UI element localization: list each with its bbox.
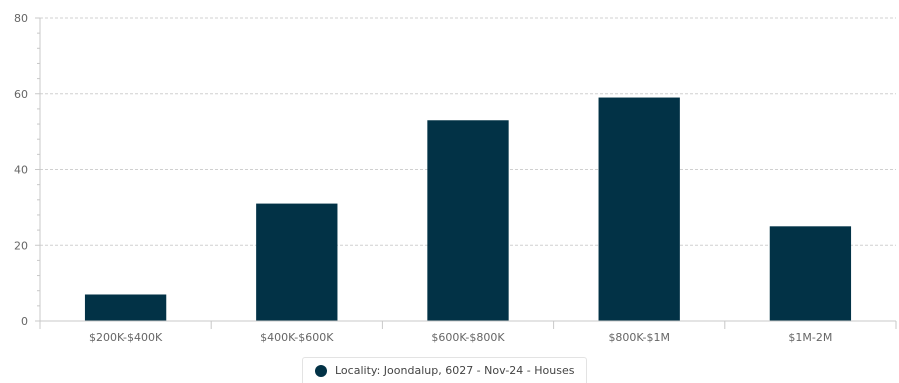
y-tick-label: 20 (14, 239, 28, 252)
x-tick-label: $600K-$800K (431, 331, 505, 344)
legend[interactable]: Locality: Joondalup, 6027 - Nov-24 - Hou… (302, 357, 588, 383)
y-axis-ticks: 0 20 40 60 80 (14, 12, 41, 328)
bar[interactable] (769, 226, 852, 321)
x-tick-label: $800K-$1M (608, 331, 670, 344)
gridlines (40, 17, 896, 246)
bar[interactable] (256, 203, 338, 321)
bar[interactable] (598, 97, 680, 321)
bar[interactable] (427, 120, 509, 321)
y-tick-label: 0 (21, 315, 28, 328)
legend-marker (315, 364, 327, 377)
x-tick-label: $1M-2M (788, 331, 832, 344)
y-tick-label: 40 (14, 164, 28, 177)
bar[interactable] (84, 294, 167, 321)
x-tick-label: $200K-$400K (89, 331, 163, 344)
legend-label: Locality: Joondalup, 6027 - Nov-24 - Hou… (335, 364, 575, 377)
bars (84, 97, 852, 321)
x-axis: $200K-$400K $400K-$600K $600K-$800K $800K-$… (39, 320, 897, 344)
y-tick-label: 60 (14, 88, 28, 101)
x-tick-label: $400K-$600K (260, 331, 334, 344)
bar-chart: 0 20 40 60 80 $200K-$400K $400K-$600K $600K-$8… (14, 12, 897, 344)
y-tick-label: 80 (14, 12, 28, 25)
